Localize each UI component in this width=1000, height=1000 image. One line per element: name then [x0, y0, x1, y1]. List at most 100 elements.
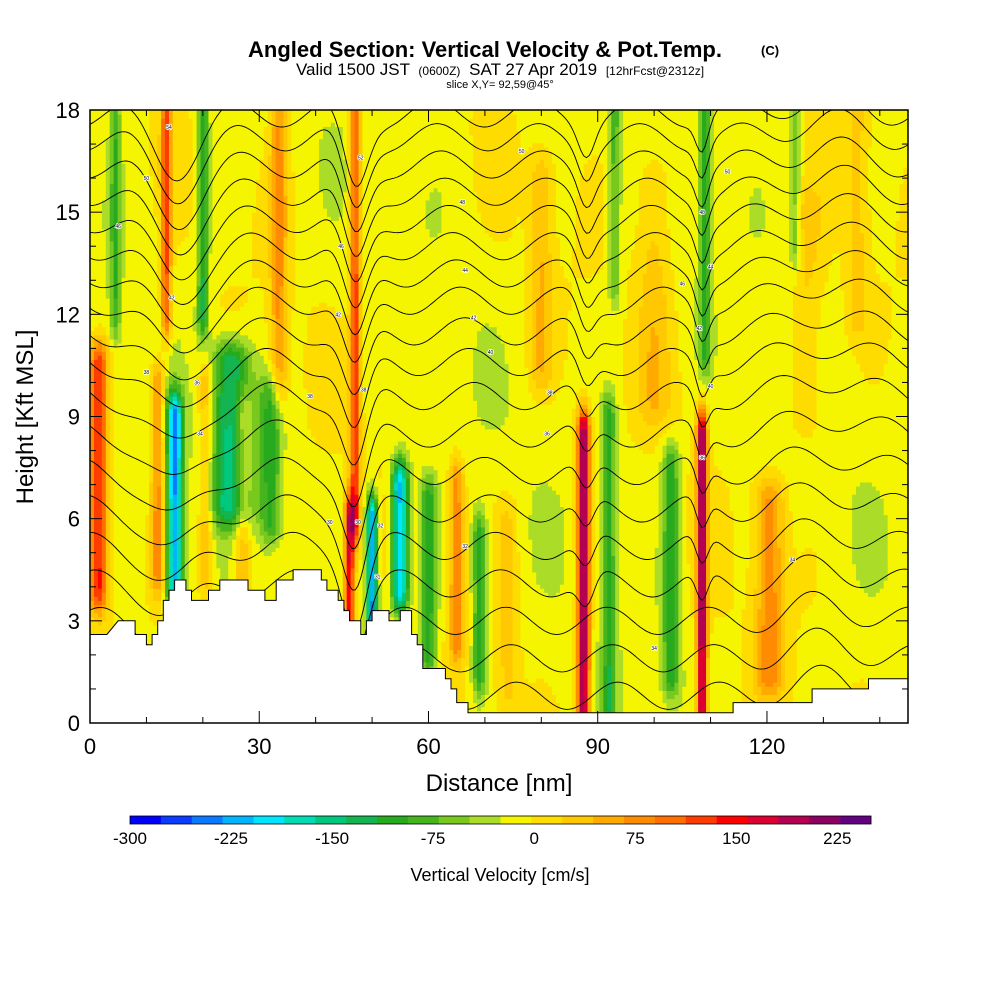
velocity-cell — [184, 514, 190, 520]
velocity-cell — [180, 535, 186, 540]
velocity-cell — [101, 142, 107, 148]
velocity-cell — [200, 326, 206, 332]
velocity-cell — [149, 114, 154, 119]
velocity-cell — [97, 469, 103, 475]
velocity-cell — [161, 432, 166, 438]
velocity-cell — [137, 604, 142, 610]
velocity-cell — [109, 383, 115, 389]
velocity-cell — [172, 289, 178, 295]
velocity-cell — [184, 265, 190, 270]
velocity-cell — [129, 592, 135, 597]
velocity-cell — [125, 150, 131, 156]
velocity-cell — [165, 208, 170, 213]
velocity-cell — [212, 191, 217, 197]
velocity-cell — [113, 543, 119, 548]
velocity-cell — [125, 216, 131, 221]
velocity-cell — [180, 150, 186, 156]
forecast-tag: [12hrFcst@2312z] — [606, 64, 704, 78]
velocity-cell — [212, 322, 217, 328]
velocity-cell — [153, 326, 158, 332]
velocity-cell — [145, 244, 150, 250]
velocity-cell — [172, 191, 178, 197]
velocity-cell — [192, 387, 198, 393]
velocity-cell — [121, 150, 127, 156]
velocity-cell — [141, 608, 146, 614]
velocity-cell — [165, 506, 170, 512]
velocity-cell — [212, 138, 217, 144]
velocity-cell — [168, 530, 174, 536]
velocity-cell — [101, 195, 107, 201]
velocity-cell — [180, 269, 186, 275]
velocity-cell — [149, 199, 154, 205]
velocity-cell — [137, 367, 142, 373]
velocity-cell — [176, 375, 182, 381]
velocity-cell — [212, 220, 217, 226]
velocity-cell — [180, 530, 186, 536]
velocity-cell — [93, 154, 99, 160]
velocity-cell — [176, 567, 182, 573]
velocity-cell — [141, 404, 146, 409]
velocity-cell — [212, 506, 217, 512]
velocity-cell — [117, 506, 123, 512]
velocity-cell — [109, 342, 115, 348]
velocity-cell — [188, 465, 194, 471]
velocity-cell — [180, 248, 186, 254]
velocity-cell — [168, 322, 174, 328]
velocity-cell — [165, 481, 170, 487]
velocity-cell — [180, 118, 186, 123]
velocity-cell — [101, 502, 107, 508]
velocity-cell — [137, 314, 142, 320]
velocity-cell — [125, 142, 131, 148]
velocity-cell — [117, 171, 123, 176]
velocity-cell — [161, 379, 166, 385]
velocity-cell — [196, 477, 202, 483]
velocity-cell — [90, 330, 95, 336]
velocity-cell — [101, 171, 107, 176]
velocity-cell — [141, 612, 146, 618]
velocity-cell — [204, 342, 210, 348]
velocity-cell — [196, 154, 202, 160]
velocity-cell — [97, 146, 103, 152]
velocity-cell — [153, 122, 158, 127]
velocity-cell — [168, 535, 174, 540]
velocity-cell — [129, 306, 135, 311]
velocity-cell — [212, 408, 217, 414]
velocity-cell — [117, 371, 123, 377]
velocity-cell — [200, 269, 206, 275]
velocity-cell — [113, 604, 119, 610]
velocity-cell — [129, 355, 135, 360]
velocity-cell — [172, 432, 178, 438]
velocity-cell — [208, 269, 214, 275]
velocity-cell — [113, 199, 119, 205]
velocity-cell — [149, 559, 154, 565]
velocity-cell — [93, 122, 99, 127]
velocity-cell — [192, 412, 198, 418]
velocity-cell — [212, 297, 217, 303]
velocity-cell — [105, 363, 111, 369]
velocity-cell — [109, 592, 115, 597]
velocity-cell — [109, 436, 115, 442]
velocity-cell — [121, 363, 127, 369]
velocity-cell — [105, 347, 111, 352]
velocity-cell — [113, 224, 119, 230]
velocity-cell — [161, 265, 166, 270]
velocity-cell — [141, 494, 146, 499]
velocity-cell — [180, 510, 186, 516]
velocity-cell — [101, 277, 107, 283]
velocity-cell — [121, 118, 127, 123]
velocity-cell — [133, 494, 138, 499]
velocity-cell — [184, 199, 190, 205]
velocity-cell — [212, 122, 217, 127]
velocity-cell — [113, 612, 119, 618]
velocity-cell — [113, 355, 119, 360]
velocity-cell — [172, 404, 178, 409]
velocity-cell — [204, 236, 210, 242]
velocity-cell — [180, 453, 186, 458]
velocity-cell — [105, 481, 111, 487]
velocity-cell — [212, 114, 217, 119]
velocity-cell — [105, 240, 111, 246]
velocity-cell — [109, 526, 115, 532]
velocity-cell — [204, 183, 210, 189]
velocity-cell — [204, 498, 210, 503]
velocity-cell — [113, 465, 119, 471]
